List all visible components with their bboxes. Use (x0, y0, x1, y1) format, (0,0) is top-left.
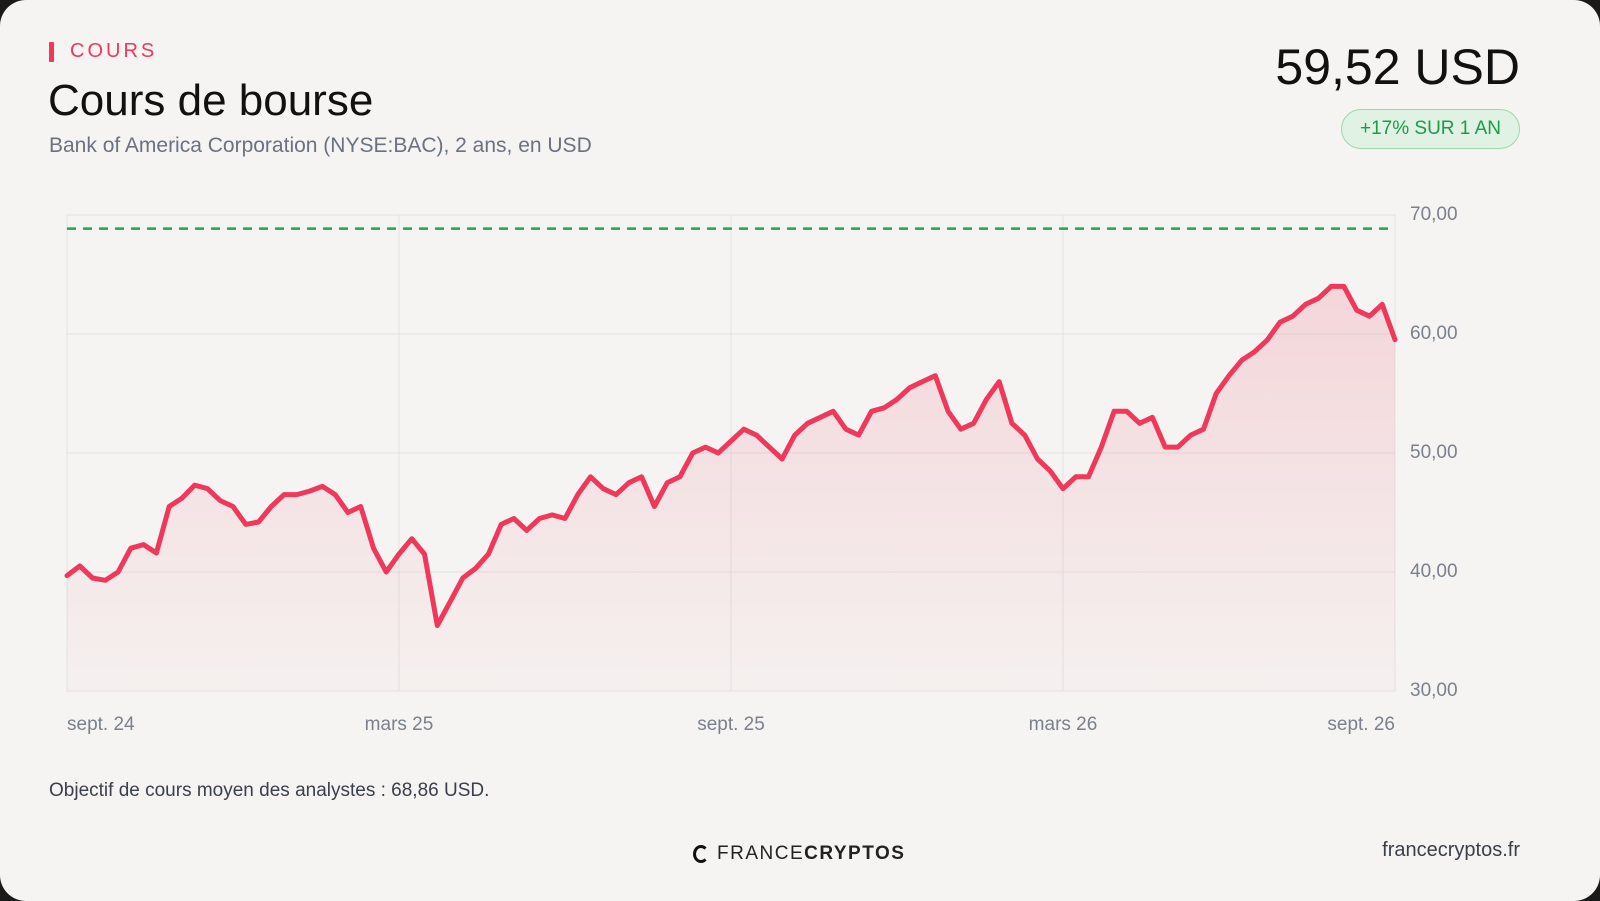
y-tick-label: 60,00 (1410, 323, 1458, 344)
logo-right: CRYPTOS (804, 843, 906, 864)
x-tick-label: mars 25 (365, 714, 434, 735)
price: 59,52 USD (1275, 39, 1520, 95)
eyebrow: COURS (49, 40, 157, 63)
logo-icon (693, 845, 709, 863)
x-tick-label: sept. 26 (1327, 714, 1395, 735)
change-badge: +17% SUR 1 AN (1341, 109, 1520, 149)
x-tick-label: sept. 25 (697, 714, 765, 735)
y-tick-label: 30,00 (1410, 680, 1458, 701)
site: francecryptos.fr (1382, 839, 1520, 861)
x-tick-label: sept. 24 (67, 714, 135, 735)
subtitle: Bank of America Corporation (NYSE:BAC), … (49, 134, 592, 157)
line (64, 283, 1398, 628)
x-tick-label: mars 26 (1029, 714, 1098, 735)
y-tick-label: 70,00 (1410, 204, 1458, 225)
y-tick-label: 50,00 (1410, 442, 1458, 463)
analyst-note: Objectif de cours moyen des analystes : … (49, 780, 490, 801)
y-tick-label: 40,00 (1410, 561, 1458, 582)
title: Cours de bourse (48, 76, 374, 125)
logo: FRANCE CRYPTOS (693, 843, 905, 865)
area (67, 286, 1395, 691)
logo-left: FRANCE (717, 843, 805, 864)
